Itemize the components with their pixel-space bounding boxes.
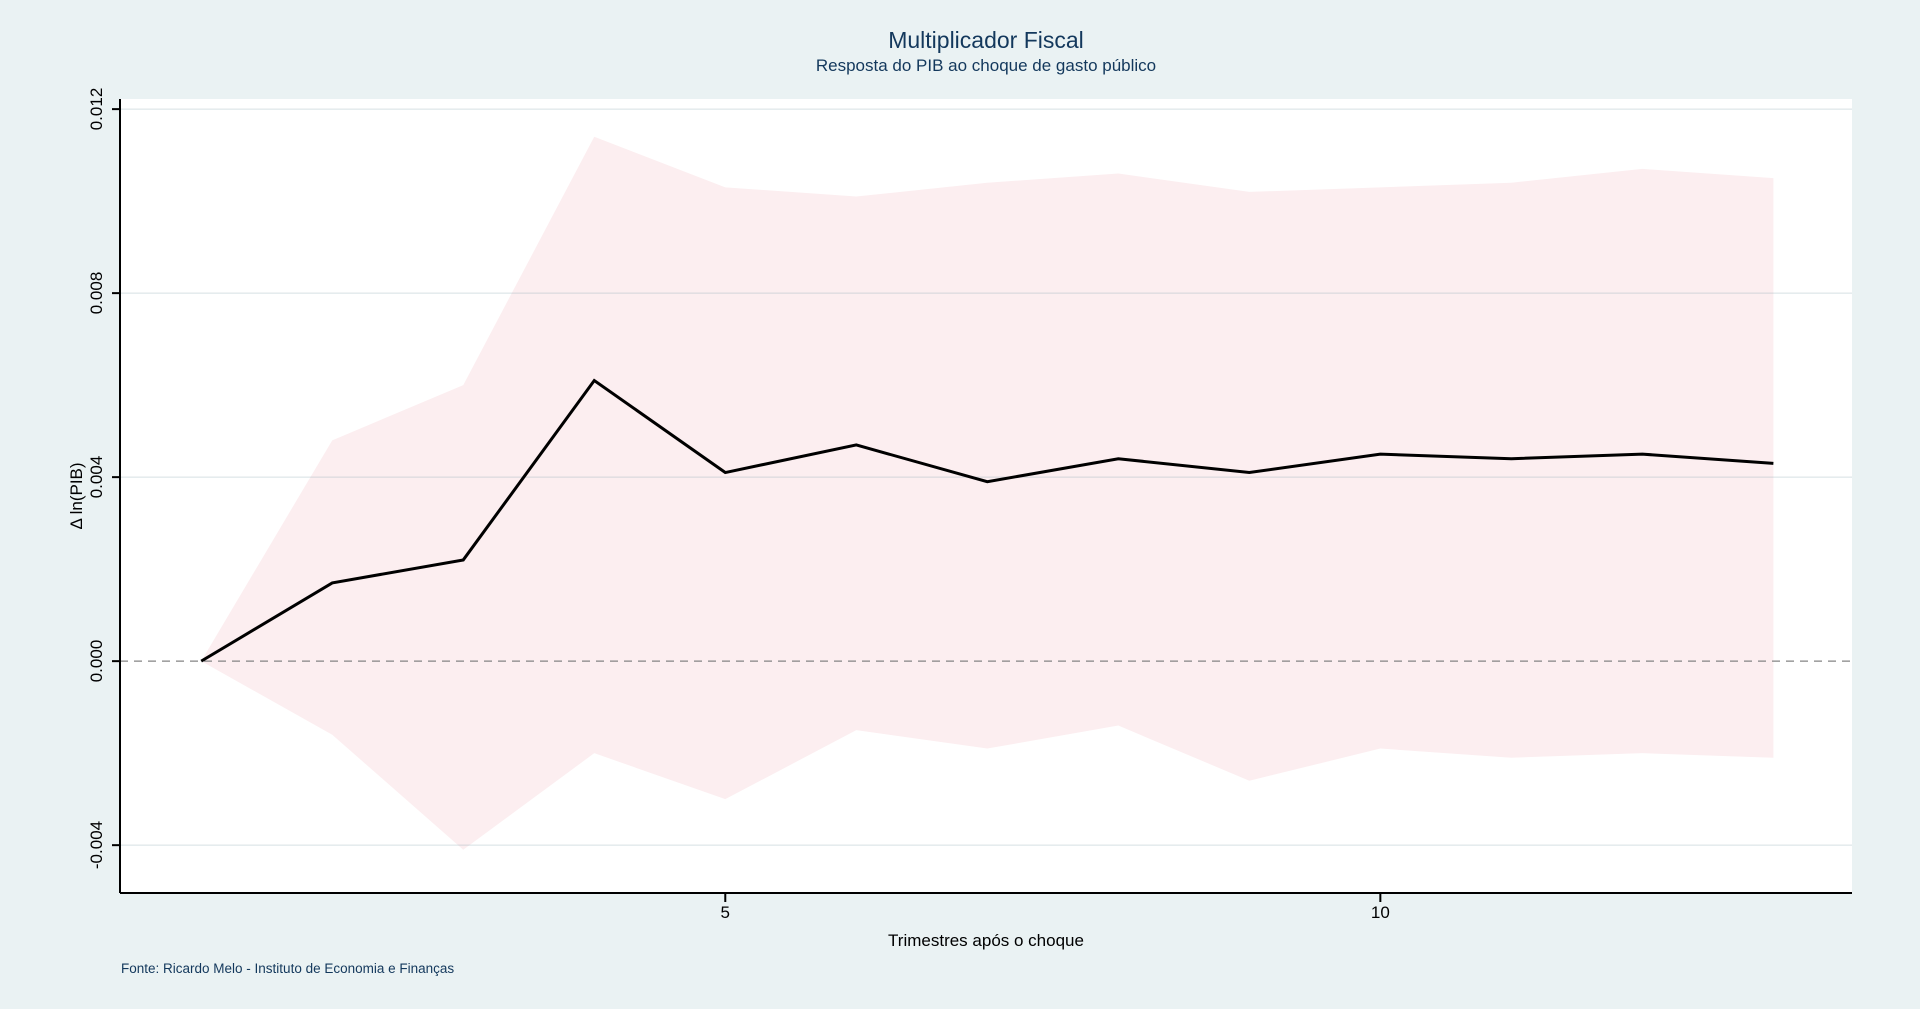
- chart-title: Multiplicador Fiscal: [888, 27, 1084, 53]
- source-note: Fonte: Ricardo Melo - Instituto de Econo…: [121, 961, 455, 976]
- y-tick-label-neg0004: -0.004: [87, 821, 106, 870]
- chart-subtitle: Resposta do PIB ao choque de gasto públi…: [815, 56, 1157, 75]
- y-tick-label-0008: 0.008: [87, 271, 106, 315]
- x-tick-label-10: 10: [1370, 903, 1390, 922]
- y-tick-label-0000: 0.000: [87, 639, 106, 683]
- x-tick-label-5: 5: [720, 903, 731, 922]
- confidence-band: [201, 136, 1774, 850]
- x-axis-title: Trimestres após o choque: [888, 931, 1084, 950]
- y-axis-title: Δ ln(PIB): [67, 462, 86, 530]
- y-tick-label-0012: 0.012: [87, 87, 106, 131]
- response-line: [200, 378, 1774, 663]
- y-tick-label-0004: 0.004: [87, 455, 106, 499]
